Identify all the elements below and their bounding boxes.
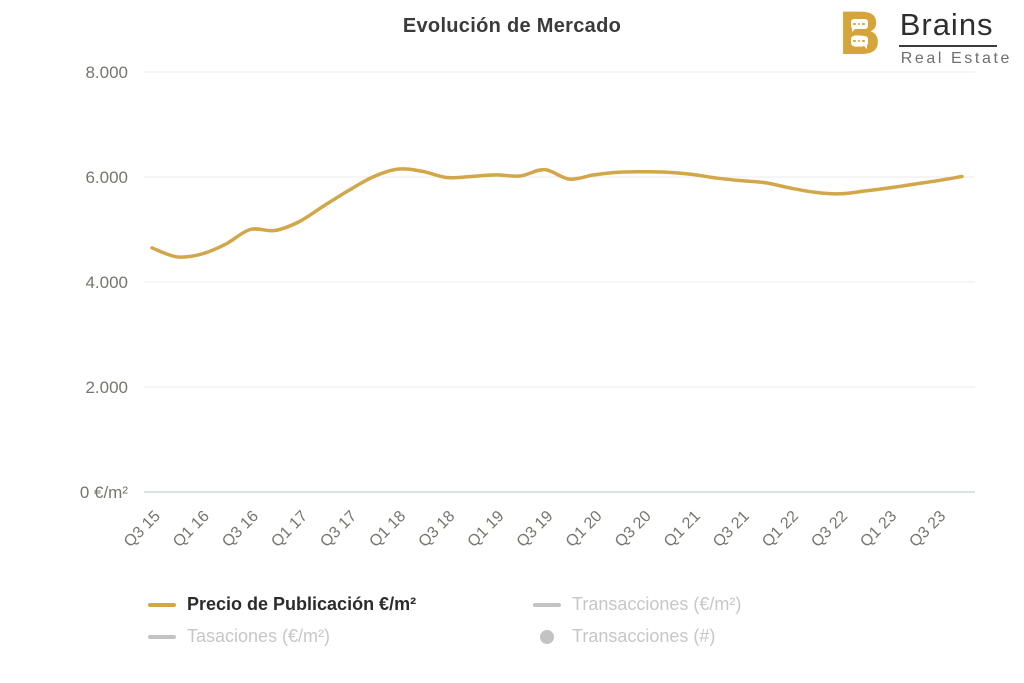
x-axis-label: Q3 18 xyxy=(416,508,459,551)
legend-item-tasaciones-m[interactable]: Tasaciones (€/m²) xyxy=(148,622,533,651)
legend-circle-marker-icon xyxy=(540,629,554,644)
speech-bubble-icon xyxy=(850,36,868,49)
y-axis-label: 2.000 xyxy=(85,378,128,397)
legend-line-marker-icon xyxy=(533,602,561,607)
legend-item-transacciones-m[interactable]: Transacciones (€/m²) xyxy=(533,590,741,619)
y-axis-label: 0 €/m² xyxy=(80,483,129,502)
brand-b-icon: B xyxy=(837,0,890,68)
x-axis-label: Q3 16 xyxy=(219,508,262,551)
x-axis-label: Q3 17 xyxy=(317,508,360,551)
x-axis-label: Q3 21 xyxy=(710,508,753,551)
x-axis-label: Q3 22 xyxy=(808,508,851,551)
legend-label: Precio de Publicación €/m² xyxy=(187,594,417,614)
x-axis-label: Q1 21 xyxy=(661,508,704,551)
x-axis-label: Q1 22 xyxy=(759,508,802,551)
x-axis-label: Q1 18 xyxy=(366,508,409,551)
chart-title: Evolución de Mercado xyxy=(402,15,622,37)
legend-line-marker-icon xyxy=(148,634,176,639)
x-axis-label: Q3 15 xyxy=(121,508,164,551)
x-axis-label: Q1 16 xyxy=(170,508,213,551)
legend-label: Transacciones (€/m²) xyxy=(572,594,742,614)
x-axis-label: Q3 23 xyxy=(906,508,949,551)
speech-bubble-icon xyxy=(850,19,868,32)
brand-logo: B Brains Real Estate xyxy=(837,0,1012,68)
brand-name: Brains xyxy=(898,8,997,47)
x-axis-label: Q1 20 xyxy=(563,508,606,551)
y-axis-label: 4.000 xyxy=(85,273,128,292)
legend-label: Tasaciones (€/m²) xyxy=(187,626,331,646)
legend-label: Transacciones (#) xyxy=(572,626,716,646)
legend-line-marker-icon xyxy=(148,602,176,607)
x-axis-label: Q3 19 xyxy=(514,508,557,551)
x-axis-label: Q3 20 xyxy=(612,508,655,551)
brand-monogram: B xyxy=(837,0,882,68)
x-axis-label: Q1 17 xyxy=(268,508,311,551)
y-axis-label: 8.000 xyxy=(85,63,128,82)
legend-item-precio-de-publicaci-n-m[interactable]: Precio de Publicación €/m² xyxy=(148,590,533,619)
legend-item-transacciones[interactable]: Transacciones (#) xyxy=(533,622,741,651)
brand-text: Brains Real Estate xyxy=(898,7,1012,68)
brand-subtitle: Real Estate xyxy=(900,49,1012,67)
price-publication-line xyxy=(150,167,964,259)
x-axis-label: Q1 23 xyxy=(857,508,900,551)
y-axis-label: 6.000 xyxy=(85,168,128,187)
chart-legend: Precio de Publicación €/m² Transacciones … xyxy=(148,590,741,651)
x-axis-label: Q1 19 xyxy=(465,508,508,551)
